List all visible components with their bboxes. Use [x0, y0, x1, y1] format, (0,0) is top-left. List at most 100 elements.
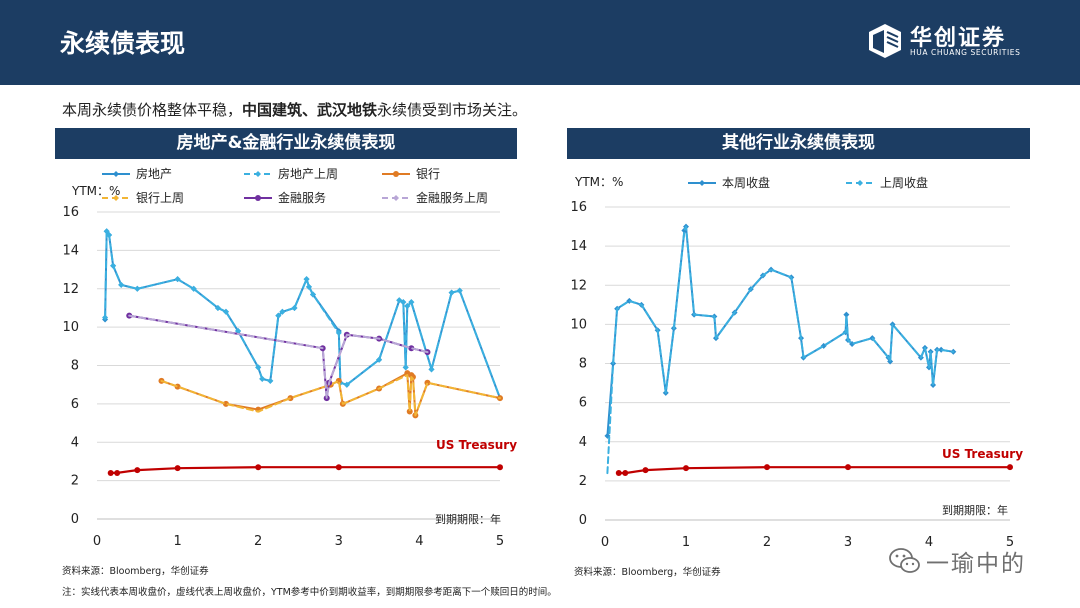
watermark-text: 一瑜中的 [926, 551, 1026, 577]
series-line [160, 374, 501, 417]
data-point [845, 464, 851, 471]
legend-marker [113, 195, 119, 201]
legend-label: 房地产上周 [278, 166, 338, 181]
y-tick-label: 6 [71, 397, 79, 412]
data-point [107, 469, 114, 476]
x-tick-label: 2 [254, 534, 262, 549]
legend-label: 房地产 [136, 166, 172, 181]
data-point [190, 285, 197, 292]
data-point [222, 308, 229, 315]
series-line [606, 225, 955, 475]
y-tick-label: 14 [570, 239, 587, 254]
data-point [335, 329, 342, 336]
left-chart-title: 房地产&金融行业永续债表现 [55, 128, 517, 159]
logo-english-name: HUA CHUANG SECURITIES [910, 48, 1021, 57]
data-point [114, 469, 121, 476]
series-line [104, 230, 501, 400]
series-line [617, 466, 1012, 475]
company-logo: 华创证券 HUA CHUANG SECURITIES [865, 20, 1060, 62]
data-point [1007, 464, 1013, 471]
data-point [174, 276, 181, 283]
data-point [255, 364, 262, 371]
data-point [214, 304, 221, 311]
data-point [402, 364, 409, 371]
wechat-icon [889, 548, 920, 573]
y-tick-label: 16 [62, 205, 79, 220]
legend-marker [393, 195, 399, 201]
data-point [275, 312, 282, 319]
x-tick-label: 5 [496, 534, 504, 549]
legend-marker [255, 195, 261, 201]
y-tick-label: 0 [579, 513, 587, 528]
data-point [303, 276, 310, 283]
x-axis-label: 到期期限：年 [435, 512, 501, 526]
data-point [305, 283, 312, 290]
data-point [259, 375, 266, 382]
data-point [343, 381, 350, 388]
y-axis-label: YTM：% [71, 184, 120, 198]
x-tick-label: 5 [1006, 535, 1014, 550]
legend-label: 银行上周 [136, 191, 184, 205]
y-tick-label: 12 [570, 278, 587, 293]
legend-label: 金融服务 [278, 190, 326, 205]
x-axis-label: 到期期限：年 [942, 503, 1008, 517]
data-point [110, 262, 117, 269]
data-point [310, 291, 317, 298]
data-point [267, 377, 274, 384]
y-tick-label: 10 [570, 317, 587, 332]
legend-marker [699, 180, 705, 186]
series-line [104, 230, 501, 400]
series-line [109, 466, 502, 474]
legend-marker [255, 171, 261, 177]
data-point [642, 467, 649, 474]
y-tick-label: 4 [579, 435, 587, 450]
x-tick-label: 4 [925, 535, 933, 550]
intro-text: 本周永续债价格整体平稳，中国建筑、武汉地铁永续债受到市场关注。 [62, 99, 527, 120]
data-point [406, 408, 413, 415]
data-point [938, 346, 945, 353]
x-tick-label: 2 [763, 535, 771, 550]
right-chart-title: 其他行业永续债表现 [567, 128, 1030, 159]
page-title: 永续债表现 [60, 29, 186, 58]
data-point [102, 314, 109, 321]
logo-cube-icon [869, 24, 901, 58]
data-point [118, 281, 125, 288]
data-point [255, 464, 262, 471]
data-point [615, 470, 622, 477]
y-tick-label: 8 [579, 357, 587, 372]
data-point [103, 228, 110, 235]
x-tick-label: 4 [415, 534, 423, 549]
y-tick-label: 12 [62, 282, 79, 297]
y-tick-label: 16 [570, 200, 587, 215]
y-tick-label: 14 [62, 243, 79, 258]
data-point [408, 299, 415, 306]
data-point [106, 232, 113, 239]
logo-chinese-name: 华创证券 [910, 26, 1007, 51]
x-tick-label: 0 [93, 534, 101, 549]
series-line [128, 314, 429, 400]
data-point [622, 470, 629, 477]
data-point [764, 464, 770, 471]
y-tick-label: 2 [579, 474, 587, 489]
x-tick-label: 1 [682, 535, 690, 550]
x-tick-label: 1 [173, 534, 181, 549]
data-point [134, 285, 141, 292]
header-bar: 永续债表现 华创证券 HUA CHUANG SECURITIES [0, 0, 1080, 85]
data-point [376, 356, 383, 363]
footnote: 注：实线代表本周收盘价，虚线代表上周收盘价，YTM参考中价到期收益率，到期期限参… [62, 587, 557, 598]
data-point [404, 303, 411, 310]
intro-bold: 中国建筑、武汉地铁 [242, 101, 378, 119]
data-point [134, 467, 141, 474]
legend-label: 银行 [416, 167, 440, 181]
data-point [174, 465, 181, 472]
y-tick-label: 4 [71, 435, 79, 450]
data-point [448, 289, 455, 296]
data-point [335, 464, 342, 471]
data-point [291, 304, 298, 311]
y-tick-label: 6 [579, 396, 587, 411]
intro-part2: 永续债受到市场关注。 [377, 101, 528, 119]
y-tick-label: 2 [71, 474, 79, 489]
data-point [456, 287, 463, 294]
y-tick-label: 0 [71, 512, 79, 527]
